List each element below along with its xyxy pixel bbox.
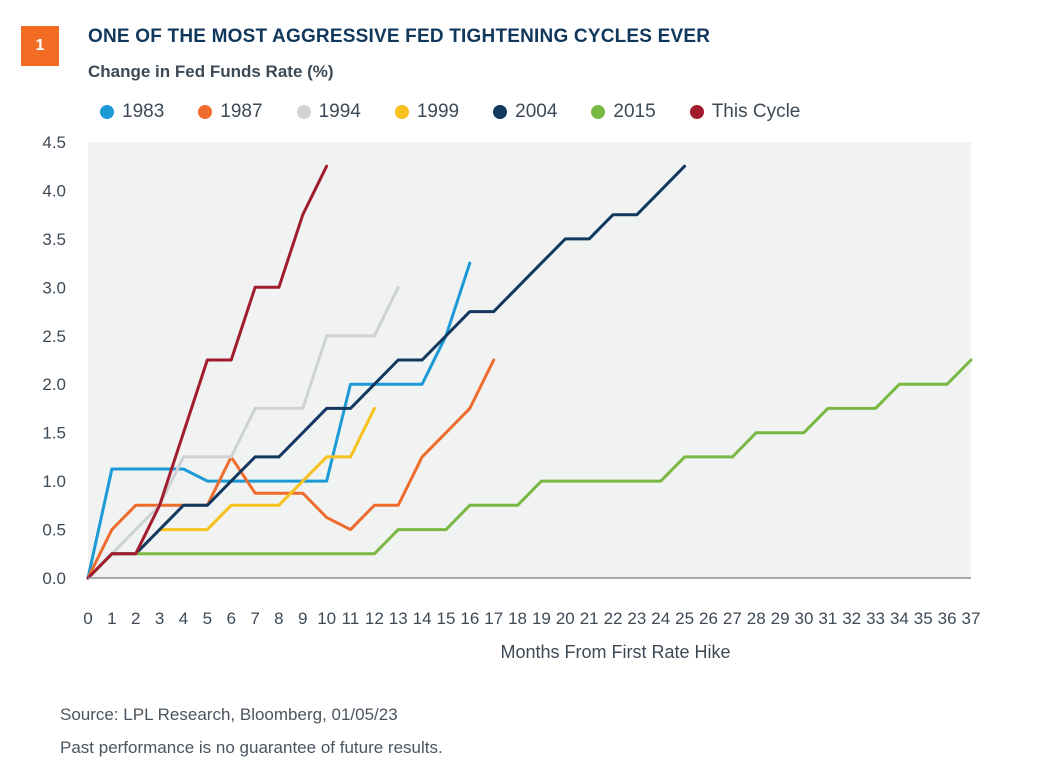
series-line-2004 (86, 164, 687, 580)
x-tick-label: 16 (460, 609, 479, 628)
legend-item: 2004 (493, 101, 557, 123)
legend-item: This Cycle (689, 101, 801, 123)
x-tick-label: 13 (389, 609, 408, 628)
x-tick-label: 2 (131, 609, 140, 628)
legend-label: 1987 (220, 101, 263, 122)
x-tick-label: 34 (890, 609, 909, 628)
legend-item: 1987 (198, 101, 263, 123)
legend-label: This Cycle (711, 101, 801, 122)
x-tick-label: 3 (155, 609, 164, 628)
x-tick-label: 25 (675, 609, 694, 628)
legend-item: 1983 (100, 101, 164, 123)
x-tick-label: 6 (226, 609, 235, 628)
x-tick-label: 11 (342, 609, 360, 628)
x-tick-label: 32 (842, 609, 861, 628)
x-tick-label: 10 (317, 609, 336, 628)
y-tick-label: 4.0 (42, 181, 66, 200)
x-tick-label: 23 (627, 609, 646, 628)
legend-marker (591, 105, 606, 119)
x-tick-label: 35 (914, 609, 933, 628)
x-tick-label: 28 (747, 609, 766, 628)
legend-label: 1999 (416, 101, 460, 122)
legend-marker (689, 105, 704, 119)
legend-item: 1999 (394, 101, 460, 123)
x-tick-label: 9 (298, 609, 307, 628)
legend-label: 1994 (318, 101, 361, 122)
chart-title: ONE OF THE MOST AGGRESSIVE FED TIGHTENIN… (88, 26, 711, 47)
chart-legend: 1983 1987 1994 1999 2004 2015 This Cycle (100, 101, 800, 123)
y-tick-label: 4.5 (42, 133, 66, 152)
x-tick-label: 14 (413, 609, 432, 628)
source-note: Source: LPL Research, Bloomberg, 01/05/2… (60, 705, 398, 724)
x-tick-label: 21 (580, 609, 599, 628)
legend-marker (100, 105, 114, 119)
disclaimer-note: Past performance is no guarantee of futu… (60, 738, 443, 757)
x-tick-label: 0 (83, 609, 92, 628)
x-tick-label: 37 (962, 609, 981, 628)
x-tick-label: 5 (203, 609, 212, 628)
legend-marker (493, 105, 508, 119)
x-tick-label: 36 (938, 609, 957, 628)
series-line-1994 (86, 285, 400, 580)
legend-label: 1983 (122, 101, 165, 122)
x-tick-label: 15 (437, 609, 456, 628)
legend-marker (198, 105, 213, 119)
x-tick-label: 7 (250, 609, 259, 628)
y-tick-label: 2.0 (42, 375, 66, 394)
y-tick-label: 1.0 (42, 472, 66, 491)
x-tick-label: 8 (274, 609, 283, 628)
line-chart: 0.00.51.01.52.02.53.03.54.04.50 1 2 3 4 5 6 7 8 9… (42, 133, 981, 662)
x-tick-label: 27 (723, 609, 742, 628)
chart-subtitle: Change in Fed Funds Rate (%) (88, 62, 334, 81)
x-tick-label: 19 (532, 609, 551, 628)
series-line-this-cycle (86, 164, 329, 580)
y-tick-label: 2.5 (42, 327, 66, 346)
y-tick-label: 3.0 (42, 278, 66, 297)
x-tick-label: 1 (107, 609, 116, 628)
x-tick-label: 4 (179, 609, 188, 628)
series-line-1983 (86, 261, 472, 580)
x-tick-label: 30 (794, 609, 813, 628)
x-tick-label: 20 (556, 609, 575, 628)
x-tick-label: 31 (818, 609, 837, 628)
x-axis-title: Months From First Rate Hike (500, 642, 730, 662)
legend-label: 2004 (515, 101, 558, 122)
x-tick-label: 29 (771, 609, 790, 628)
x-tick-label: 18 (508, 609, 527, 628)
series-line-1999 (158, 406, 376, 532)
y-tick-label: 0.5 (42, 521, 66, 540)
legend-item: 1994 (296, 101, 361, 123)
x-tick-label: 22 (604, 609, 623, 628)
legend-label: 2015 (613, 101, 656, 122)
legend-marker (296, 105, 311, 119)
y-tick-label: 1.5 (42, 424, 66, 443)
x-tick-label: 26 (699, 609, 718, 628)
series-line-2015 (86, 358, 973, 580)
x-tick-label: 12 (365, 609, 384, 628)
x-tick-label: 33 (866, 609, 885, 628)
legend-item: 2015 (591, 101, 656, 123)
y-tick-label: 0.0 (42, 569, 66, 588)
legend-marker (394, 105, 409, 119)
figure-number-badge: 1 (21, 26, 59, 66)
y-tick-label: 3.5 (42, 230, 66, 249)
x-tick-label: 24 (651, 609, 670, 628)
x-tick-label: 17 (484, 609, 503, 628)
